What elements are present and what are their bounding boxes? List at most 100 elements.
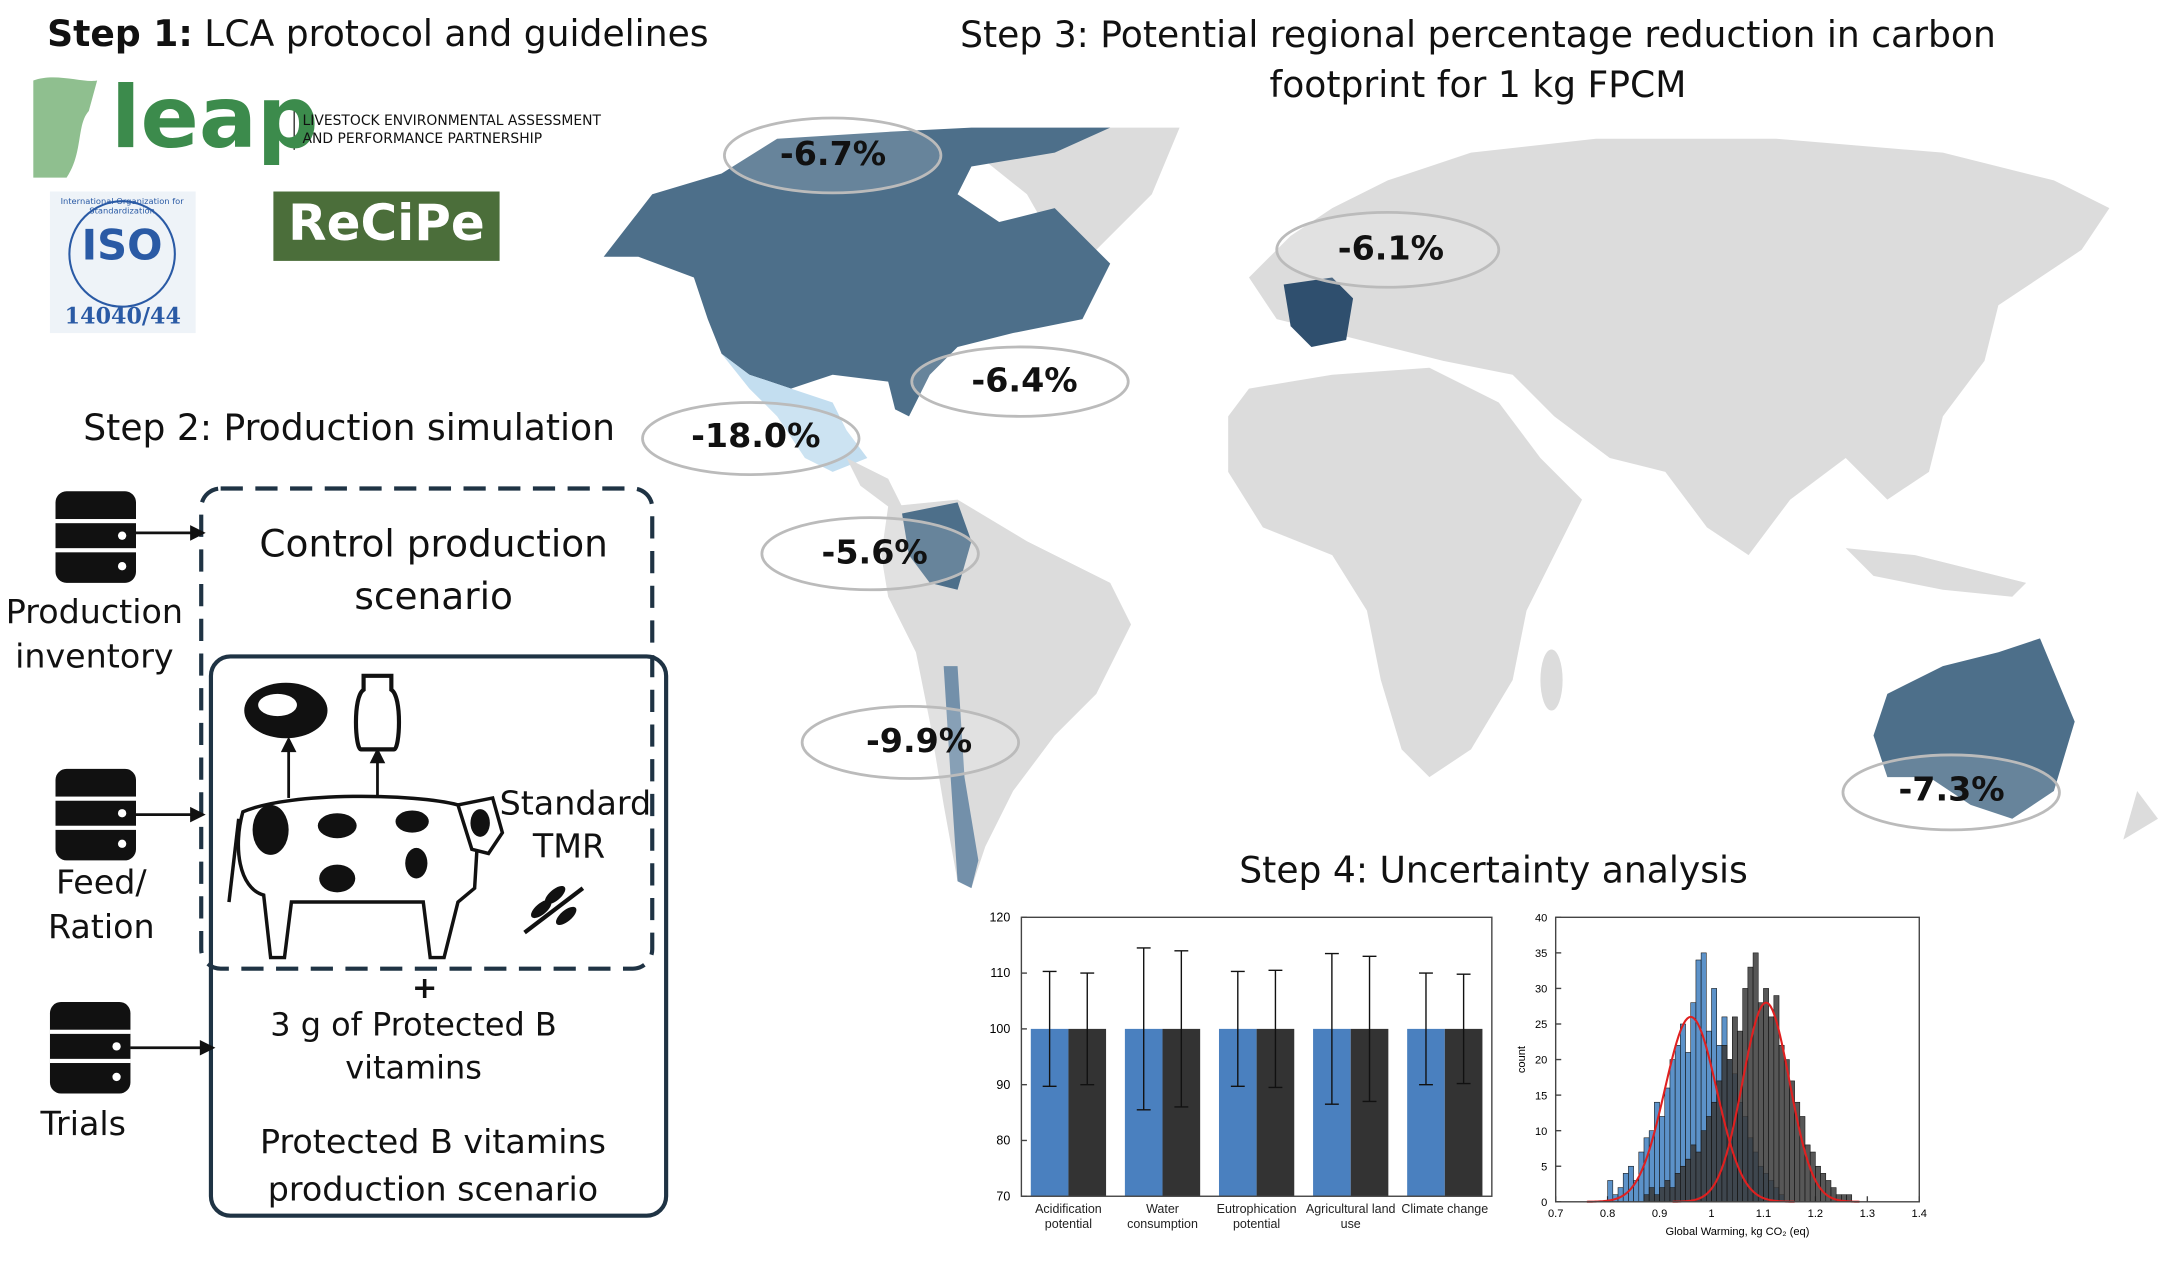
y-tick-label: 100 — [989, 1022, 1010, 1036]
step-label: Step 3: — [960, 15, 1089, 57]
histogram-bar — [1669, 1059, 1676, 1203]
database-icon — [49, 1001, 131, 1094]
new-zealand — [2123, 791, 2158, 840]
y-tick-label: 15 — [1535, 1090, 1547, 1102]
histogram-bar — [1747, 966, 1754, 1203]
y-tick-label: 110 — [990, 966, 1010, 980]
step-title: Production simulation — [223, 408, 616, 450]
map-label: -7.3% — [1898, 770, 2005, 810]
step4-heading: Step 4: Uncertainty analysis — [1239, 851, 1748, 893]
map-label: -6.7% — [779, 134, 887, 174]
x-tick-label: 1.3 — [1860, 1208, 1875, 1220]
leap-logo: leap — [111, 66, 319, 168]
histogram-bar — [1700, 1130, 1707, 1203]
histogram-bar — [1825, 1180, 1832, 1203]
map-label: -9.9% — [865, 721, 973, 761]
plot-frame — [1554, 916, 1920, 1203]
protected-box — [208, 654, 669, 1218]
histogram-bar — [1674, 1173, 1681, 1203]
y-tick-label: 35 — [1535, 948, 1547, 960]
charts: 70 80 90 100 110 120 0 5 10 15 20 25 30 35 40 0.7 0.8 0.9… — [989, 910, 1927, 1238]
histogram-bar — [1757, 1002, 1764, 1203]
iso-logo — [49, 191, 196, 334]
colombia — [902, 502, 972, 590]
histogram-bar — [1742, 988, 1749, 1203]
iso-text: ISO — [81, 222, 163, 271]
france — [1283, 277, 1354, 347]
y-tick-label: 20 — [1535, 1055, 1547, 1067]
meat-icon — [244, 682, 328, 739]
x-tick-label: 1.2 — [1808, 1208, 1823, 1220]
error-bar — [1230, 970, 1245, 1088]
fit-curve — [1672, 1001, 1860, 1203]
x-tick-label: 0.7 — [1548, 1208, 1563, 1220]
histogram-bar — [1669, 1187, 1676, 1203]
callout — [723, 116, 943, 195]
step2-heading: Step 2: Production simulation — [83, 408, 615, 450]
histogram-bar — [1778, 1045, 1785, 1203]
x-tick-label: 1.1 — [1756, 1208, 1771, 1220]
histogram-bar — [1659, 1187, 1666, 1203]
callout — [760, 516, 980, 592]
histogram-bar — [1643, 1194, 1650, 1203]
y-tick-label: 120 — [989, 910, 1010, 924]
milk-icon — [353, 673, 401, 752]
x-tick-label: 0.9 — [1652, 1208, 1667, 1220]
arrow-head — [190, 806, 206, 823]
africa — [1228, 367, 1583, 778]
input-label: Feed/ Ration — [47, 863, 155, 947]
histogram-bar — [1768, 1016, 1775, 1203]
step-label: Step 1: — [47, 13, 193, 56]
arrow-head — [190, 525, 206, 541]
y-tick-label: 30 — [1535, 984, 1547, 996]
histogram-bar — [1820, 1173, 1827, 1203]
recipe-text: ReCiPe — [288, 195, 485, 253]
y-tick-label: 10 — [1535, 1126, 1547, 1138]
x-tick-label: Agricultural land use — [1305, 1201, 1396, 1231]
error-bar — [1080, 972, 1095, 1086]
histogram-bar — [1654, 1194, 1660, 1203]
step1-heading: Step 1: LCA protocol and guidelines — [47, 14, 708, 56]
step-title: Potential regional percentage reduction … — [1100, 15, 1996, 107]
x-tick-label: Water consumption — [1127, 1201, 1198, 1231]
input-label: Production inventory — [5, 592, 183, 676]
arrow-head — [199, 1039, 216, 1056]
map-label: -6.1% — [1337, 228, 1445, 268]
leap-text: LIVESTOCK ENVIRONMENTAL ASSESSMENT AND P… — [302, 113, 601, 148]
error-bar — [1042, 970, 1057, 1088]
step3-heading: Step 3: Potential regional percentage re… — [888, 11, 2068, 111]
fit-curve — [1586, 1015, 1795, 1203]
x-tick-label: 1.4 — [1912, 1208, 1927, 1220]
usa-canada — [603, 127, 1111, 417]
y-tick-label: 90 — [996, 1078, 1010, 1092]
y-tick-label: 5 — [1541, 1161, 1547, 1173]
standard-label: Standard TMR — [499, 784, 652, 866]
step-title: LCA protocol and guidelines — [204, 13, 709, 56]
histogram-bar — [1648, 1187, 1655, 1203]
indonesia — [1845, 548, 2027, 597]
iso-ring — [68, 200, 176, 308]
error-bar — [1324, 952, 1339, 1105]
mexico — [721, 353, 868, 472]
protected-label: Protected B vitamins production scenario — [259, 1122, 606, 1209]
leaf-icon — [523, 886, 585, 935]
callout — [800, 704, 1021, 780]
error-bar — [1456, 973, 1471, 1085]
y-tick-label: 40 — [1535, 912, 1547, 924]
error-bar — [1419, 972, 1433, 1086]
chile — [943, 666, 979, 889]
histogram-bar — [1752, 952, 1759, 1203]
additive-label: 3 g of Protected B vitamins — [270, 1007, 557, 1087]
map-label: -18.0% — [691, 416, 821, 456]
madagascar — [1540, 649, 1563, 711]
databases — [49, 491, 137, 1094]
map-label: -5.6% — [821, 532, 928, 572]
arrow-head — [280, 736, 297, 753]
error-bar — [1136, 947, 1151, 1111]
map-callouts — [641, 116, 2061, 832]
database-icon — [55, 491, 137, 583]
x-tick-label: Climate change — [1401, 1201, 1489, 1216]
australia — [1873, 638, 2075, 819]
x-tick-label: 0.8 — [1600, 1208, 1615, 1220]
